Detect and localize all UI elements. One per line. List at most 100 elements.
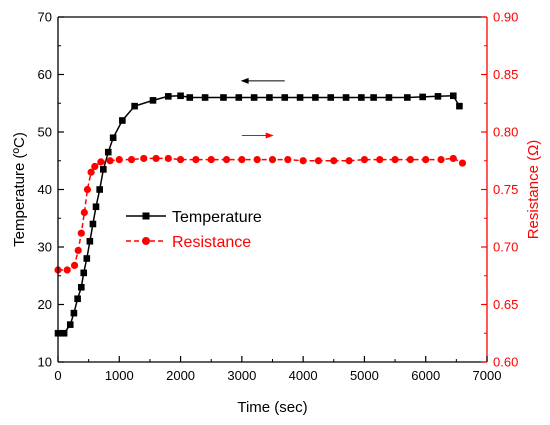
resistance-point — [127, 156, 136, 164]
legend: Temperature Resistance — [126, 209, 262, 251]
resistance-point — [176, 156, 185, 164]
temperature-point — [342, 94, 350, 101]
resistance-point — [391, 156, 399, 164]
resistance-point — [106, 157, 114, 165]
temperature-point — [266, 94, 273, 101]
resistance-point — [330, 157, 338, 165]
resistance-point — [314, 157, 323, 165]
temperature-point — [80, 269, 88, 277]
temperature-point — [419, 93, 426, 101]
temperature-point — [449, 92, 457, 100]
resistance-point — [360, 156, 369, 164]
temperature-point — [235, 94, 243, 101]
x-tick-label: 6000 — [411, 368, 440, 383]
x-tick-label: 3000 — [227, 368, 256, 383]
resistance-point — [449, 154, 457, 163]
temperature-point — [83, 255, 91, 262]
resistance-point — [83, 185, 92, 194]
resistance-point — [284, 156, 292, 164]
temperature-point — [220, 94, 227, 101]
temperature-point — [312, 94, 319, 101]
temperature-point — [165, 93, 172, 100]
resistance-point — [164, 154, 172, 163]
y-right-axis-title: Resistance (Ω) — [525, 140, 542, 240]
resistance-point — [458, 159, 467, 167]
series-layer — [54, 77, 467, 337]
temperature-point — [281, 94, 289, 101]
temperature-point — [74, 295, 81, 303]
x-tick-label: 7000 — [473, 368, 502, 383]
temperature-point — [100, 166, 107, 173]
x-tick-label: 5000 — [350, 368, 379, 383]
y-left-tick-label: 30 — [38, 240, 52, 255]
temperature-point — [177, 92, 184, 100]
temperature-point — [86, 237, 94, 245]
resistance-point — [422, 156, 430, 164]
y-right-tick-label: 0.60 — [493, 355, 518, 370]
y-right-tick-label: 0.70 — [493, 240, 518, 255]
y-right-tick-label: 0.65 — [493, 297, 518, 312]
temperature-point — [404, 94, 411, 101]
x-tick-label: 0 — [54, 368, 61, 383]
resistance-point — [152, 154, 160, 163]
temperature-point — [385, 94, 393, 101]
axes-layer: 0 1000 2000 3000 4000 5000 6000 7000 10 20 30 40 50 6… — [38, 10, 519, 384]
x-tick-label: 4000 — [289, 368, 318, 383]
y-left-tick-label: 50 — [38, 125, 52, 140]
temperature-point — [131, 102, 138, 110]
y-left-tick-label: 10 — [38, 355, 52, 370]
temperature-axis-arrow-head — [240, 77, 249, 84]
resistance-point — [63, 266, 71, 274]
resistance-point — [299, 157, 307, 165]
legend-temperature-label: Temperature — [172, 209, 262, 226]
y-right-tick-label: 0.85 — [493, 67, 518, 82]
resistance-point — [87, 168, 95, 176]
y-left-axis-title: Temperature (ºC) — [11, 132, 28, 247]
resistance-axis-arrow-head — [265, 132, 274, 139]
temperature-point — [250, 94, 258, 101]
resistance-point — [437, 156, 445, 164]
temperature-point — [119, 117, 126, 124]
resistance-point — [140, 154, 148, 163]
temperature-point — [92, 203, 100, 211]
x-axis-title: Time (sec) — [237, 399, 307, 416]
temperature-point — [60, 329, 68, 337]
resistance-point — [376, 156, 384, 164]
temperature-point — [327, 94, 335, 101]
y-right-tick-label: 0.80 — [493, 125, 518, 140]
y-left-tick-label: 70 — [38, 10, 52, 25]
temperature-point — [201, 94, 209, 101]
resistance-point — [80, 208, 88, 217]
temperature-point — [96, 186, 103, 193]
resistance-point — [70, 261, 79, 269]
temperature-point — [70, 309, 78, 317]
resistance-point — [222, 156, 231, 164]
y-right-tick-label: 0.75 — [493, 182, 518, 197]
resistance-point — [268, 156, 277, 164]
y-left-tick-label: 60 — [38, 67, 52, 82]
temperature-point — [66, 321, 74, 328]
temperature-point — [104, 148, 112, 156]
resistance-point — [253, 156, 261, 164]
temperature-point — [434, 93, 442, 100]
resistance-point — [238, 156, 246, 164]
resistance-point — [91, 162, 99, 171]
resistance-point — [192, 156, 200, 164]
temperature-point — [77, 283, 85, 291]
legend-resistance-label: Resistance — [172, 234, 251, 251]
x-tick-label: 2000 — [166, 368, 195, 383]
temperature-point — [109, 134, 117, 142]
resistance-point — [74, 246, 82, 255]
temperature-point — [296, 94, 304, 101]
temperature-point — [149, 97, 157, 104]
temperature-point — [456, 102, 463, 110]
temperature-point — [370, 94, 377, 101]
resistance-point — [207, 156, 215, 164]
resistance-point — [97, 158, 105, 166]
legend-temperature-marker — [142, 212, 150, 220]
resistance-point — [345, 157, 353, 165]
temperature-point — [89, 220, 97, 228]
y-left-tick-label: 20 — [38, 297, 52, 312]
